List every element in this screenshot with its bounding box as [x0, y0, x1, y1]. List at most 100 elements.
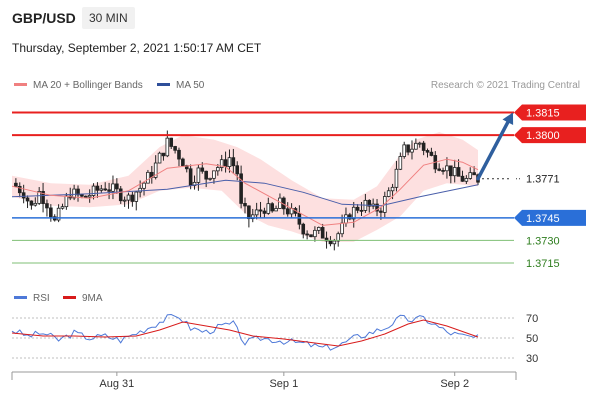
rsi-series-rsi	[11, 313, 479, 351]
candle-body	[161, 152, 166, 157]
candle-body	[258, 209, 263, 212]
candle-body	[410, 148, 414, 153]
candle-body	[177, 149, 181, 160]
legend-rsi-ma-label: 9MA	[82, 293, 103, 304]
candle-body	[87, 195, 92, 198]
candle-body	[456, 167, 461, 177]
candle-body	[200, 167, 205, 172]
candle-body	[103, 188, 108, 191]
candle-body	[274, 208, 278, 212]
candle-body	[21, 192, 26, 199]
candle-body	[250, 214, 255, 220]
candle-body	[390, 186, 395, 192]
candle-body	[266, 203, 271, 214]
candle-body	[472, 172, 476, 176]
candle-body	[324, 237, 329, 242]
candle-body	[49, 207, 53, 218]
candle-body	[72, 188, 76, 199]
candle-body	[33, 202, 38, 206]
candle-body	[153, 162, 158, 178]
candle-body	[367, 199, 372, 207]
candle-body	[336, 233, 340, 242]
rsi-swatch	[14, 295, 27, 299]
candle-body	[223, 159, 228, 167]
candle-body	[188, 168, 193, 186]
candle-body	[208, 177, 212, 180]
candle-body	[45, 203, 49, 209]
candle-body	[60, 206, 65, 209]
candle-body	[441, 169, 445, 172]
candle-body	[247, 205, 251, 220]
candle-body	[386, 190, 391, 197]
x-tick-label: Sep 1	[269, 378, 298, 390]
projection-arrow	[476, 120, 510, 181]
rsi-tick-30: 30	[526, 353, 538, 365]
ma50-swatch	[157, 82, 170, 86]
candle-body	[118, 188, 123, 202]
candle-body	[134, 191, 139, 202]
candle-body	[130, 194, 135, 202]
candle-body	[25, 197, 30, 202]
candle-body	[348, 214, 352, 220]
candle-body	[316, 227, 321, 231]
x-tick-label: Aug 31	[99, 378, 134, 390]
candle-body	[379, 210, 383, 213]
candle-body	[297, 212, 302, 225]
legend-rsi-label: RSI	[33, 293, 50, 304]
ma50-line	[11, 179, 479, 207]
candle-body	[227, 157, 232, 167]
candle-body	[235, 165, 240, 175]
candle-body	[14, 182, 18, 187]
candle-body	[107, 189, 111, 192]
price-label-1.3715: 1.3715	[526, 258, 560, 270]
candle-body	[313, 229, 317, 238]
candle-body	[305, 233, 309, 236]
candle-body	[204, 170, 208, 180]
candle-body	[99, 188, 104, 191]
ma20-swatch	[14, 82, 27, 86]
candle-body	[414, 142, 418, 150]
candle-body	[344, 214, 348, 224]
candle-body	[76, 188, 80, 196]
price-label-1.3800: 1.3800	[526, 130, 560, 142]
candle-body	[332, 240, 337, 245]
candle-body	[254, 209, 259, 216]
ma20-line	[11, 158, 479, 226]
legend-rsi-ma: 9MA	[63, 293, 103, 304]
candle-body	[452, 167, 457, 177]
candle-body	[468, 172, 473, 179]
candle-body	[91, 185, 96, 196]
candle-body	[41, 191, 45, 205]
candle-body	[17, 185, 22, 194]
candle-body	[138, 187, 142, 193]
candle-body	[464, 178, 469, 182]
price-tag-1.3800	[514, 127, 586, 144]
candle-body	[394, 168, 399, 188]
rsi-tick-70: 70	[526, 313, 538, 325]
legend-ma20-label: MA 20 + Bollinger Bands	[33, 80, 143, 91]
price-label-1.3771: 1.3771	[526, 174, 560, 186]
candle-body	[243, 203, 247, 207]
price-tag-1.3745	[514, 209, 586, 226]
price-label-1.3730: 1.3730	[526, 235, 560, 247]
candle-body	[375, 203, 379, 212]
candle-body	[169, 137, 174, 147]
price-tag-1.3815	[514, 104, 586, 121]
candle-body	[429, 151, 434, 156]
candle-body	[328, 240, 333, 245]
candle-body	[219, 159, 224, 168]
candle-body	[126, 194, 131, 201]
candle-body	[146, 171, 150, 184]
timestamp: Thursday, September 2, 2021 1:50:17 AM C…	[12, 41, 262, 55]
candle-body	[340, 222, 344, 235]
candle-body	[181, 158, 185, 166]
credit-text: Research © 2021 Trading Central	[430, 80, 580, 91]
timeframe-button[interactable]: 30 MIN	[82, 7, 135, 29]
candle-body	[64, 195, 69, 208]
candle-body	[111, 183, 115, 192]
candle-body	[37, 191, 41, 204]
candle-body	[301, 223, 306, 235]
candle-body	[320, 227, 325, 239]
candle-body	[83, 195, 88, 198]
